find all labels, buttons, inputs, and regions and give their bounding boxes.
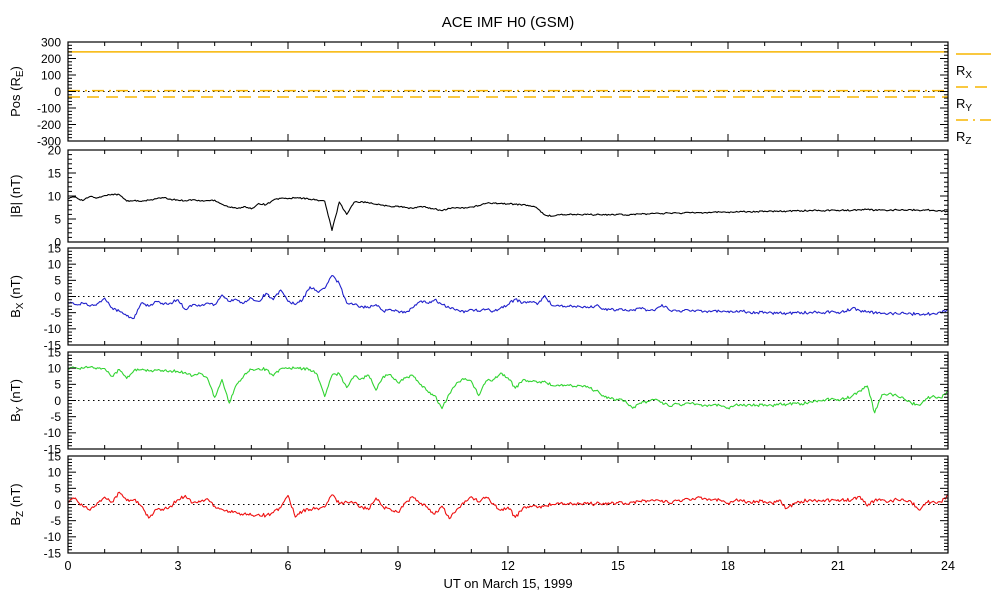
y-tick-label: 5 — [54, 482, 61, 496]
y-tick-label: -100 — [37, 101, 61, 115]
x-tick-label: 12 — [501, 559, 515, 573]
y-tick-label: 20 — [48, 143, 62, 157]
y-tick-label: -10 — [44, 530, 62, 544]
panel-bmag: 0 5 10 15 20 — [48, 143, 949, 249]
y-tick-label: 10 — [48, 465, 62, 479]
chart-title: ACE IMF H0 (GSM) — [442, 14, 575, 31]
y-tick-label: 0 — [54, 394, 61, 408]
y-tick-label: 15 — [48, 166, 62, 180]
y-tick-label: 0 — [54, 85, 61, 99]
panel-pos: -300 -200 -100 0 100 200 300 — [37, 35, 949, 148]
y-axis-label-by: BY (nT) — [8, 379, 26, 422]
series-bz-line — [68, 491, 949, 520]
x-tick-label: 3 — [175, 559, 182, 573]
y-axis-label-bz: BZ (nT) — [8, 483, 26, 525]
y-tick-label: 0 — [54, 290, 61, 304]
y-tick-label: -5 — [50, 410, 61, 424]
y-axis-label-position: Pos (RE) — [8, 66, 26, 117]
x-tick-label: 0 — [65, 559, 72, 573]
y-tick-label: 0 — [54, 235, 61, 249]
y-tick-label: 5 — [54, 378, 61, 392]
x-tick-label: 6 — [285, 559, 292, 573]
x-axis-label: UT on March 15, 1999 — [443, 576, 572, 591]
y-axis-label-bx: BX (nT) — [8, 275, 26, 318]
plot-area: -300-200-100010020030005101520-15-10-505… — [37, 35, 955, 573]
panel-bz: -15 -10 -5 0 5 10 15 0 3 6 9 12 15 18 21 24 — [44, 449, 955, 573]
x-tick-label: 15 — [611, 559, 625, 573]
y-tick-label: -10 — [44, 322, 62, 336]
series-bmag-line — [68, 193, 949, 232]
y-tick-label: 5 — [54, 212, 61, 226]
y-tick-label: -15 — [44, 546, 62, 560]
y-tick-label: 100 — [41, 68, 61, 82]
x-tick-label: 18 — [721, 559, 735, 573]
y-tick-label: -5 — [50, 514, 61, 528]
panel-frame-bmag — [67, 149, 949, 243]
y-tick-label: 0 — [54, 498, 61, 512]
legend-rx-label: RX — [956, 63, 972, 81]
y-tick-label: -300 — [37, 134, 61, 148]
y-tick-label: -15 — [44, 442, 62, 456]
y-tick-label: -200 — [37, 118, 61, 132]
y-tick-label: -5 — [50, 306, 61, 320]
legend: RX RY RZ — [956, 53, 991, 147]
x-tick-label: 21 — [831, 559, 845, 573]
panel-bx: -15 -10 -5 0 5 10 15 — [44, 241, 949, 352]
y-axis-label-bmag: |B| (nT) — [8, 175, 23, 218]
panel-by: -15 -10 -5 0 5 10 15 — [44, 345, 949, 456]
y-tick-label: 15 — [48, 449, 62, 463]
series-by-line — [67, 365, 949, 414]
y-tick-label: 15 — [48, 241, 62, 255]
y-tick-label: 10 — [48, 361, 62, 375]
legend-ry-label: RY — [956, 96, 972, 114]
y-tick-label: 5 — [54, 274, 61, 288]
x-tick-label: 9 — [395, 559, 402, 573]
legend-rz-label: RZ — [956, 129, 972, 147]
y-tick-label: 300 — [41, 35, 61, 49]
y-tick-label: -15 — [44, 338, 62, 352]
x-tick-label: 24 — [941, 559, 955, 573]
y-tick-label: -10 — [44, 426, 62, 440]
y-tick-label: 10 — [48, 257, 62, 271]
series-bx-line — [67, 274, 949, 320]
y-tick-label: 15 — [48, 345, 62, 359]
y-tick-label: 200 — [41, 52, 61, 66]
y-tick-label: 10 — [48, 189, 62, 203]
